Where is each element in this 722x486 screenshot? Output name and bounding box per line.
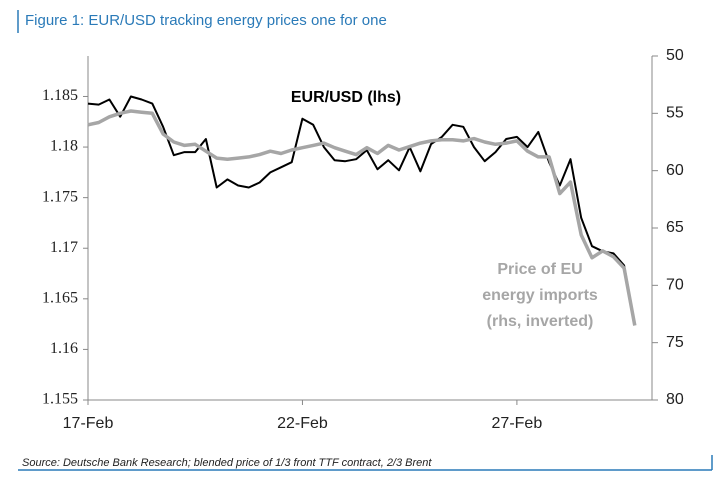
x-tick-label: 22-Feb xyxy=(277,415,328,432)
y2-tick-label: 60 xyxy=(666,162,684,179)
y2-tick-label: 70 xyxy=(666,277,684,294)
y-tick-label: 1.16 xyxy=(50,340,78,357)
y-tick-label: 1.17 xyxy=(50,239,78,256)
chart-title: Figure 1: EUR/USD tracking energy prices… xyxy=(25,12,387,29)
y-tick-label: 1.165 xyxy=(42,289,78,306)
y2-tick-label: 75 xyxy=(666,334,684,351)
annotation: energy imports xyxy=(482,287,598,304)
y-tick-label: 1.175 xyxy=(42,188,78,205)
source-note: Source: Deutsche Bank Research; blended … xyxy=(22,457,432,469)
y-tick-label: 1.185 xyxy=(42,87,78,104)
y2-tick-label: 80 xyxy=(666,391,684,408)
annotation: EUR/USD (lhs) xyxy=(291,89,401,106)
x-tick-label: 27-Feb xyxy=(492,415,543,432)
y2-tick-label: 55 xyxy=(666,105,684,122)
annotation: (rhs, inverted) xyxy=(487,313,594,330)
series-line xyxy=(87,95,636,325)
series-line xyxy=(87,109,637,326)
x-tick-label: 17-Feb xyxy=(63,415,114,432)
y-tick-label: 1.18 xyxy=(50,138,78,155)
annotation: Price of EU xyxy=(497,261,582,278)
y2-tick-label: 65 xyxy=(666,219,684,236)
y-tick-label: 1.155 xyxy=(42,391,78,408)
y2-tick-label: 50 xyxy=(666,47,684,64)
